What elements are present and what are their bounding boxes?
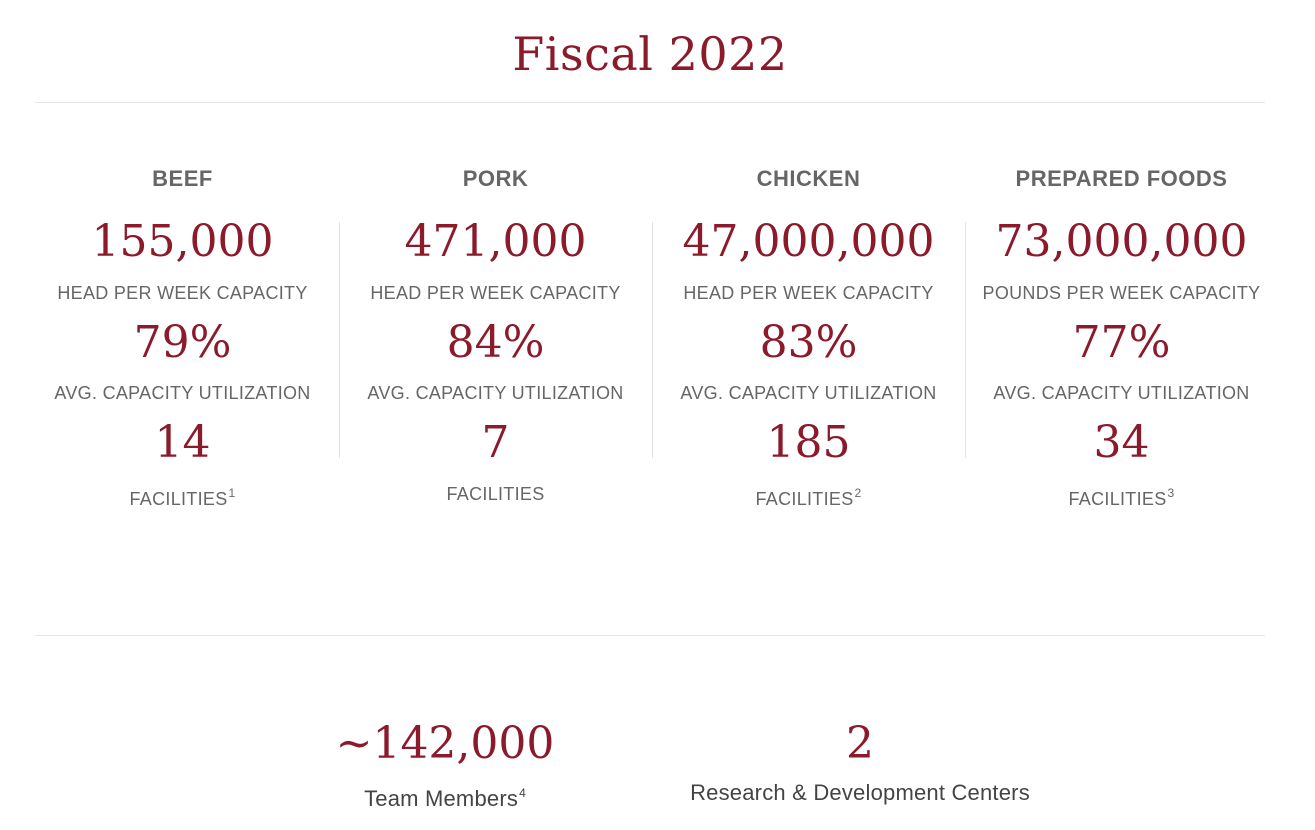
utilization-label: AVG. CAPACITY UTILIZATION: [367, 383, 624, 403]
column-divider: [339, 222, 340, 458]
facilities-value: 7: [481, 417, 510, 468]
capacity-value: 73,000,000: [995, 216, 1248, 267]
facilities-text: FACILITIES: [446, 484, 545, 504]
segment-columns: BEEF 155,000 HEAD PER WEEK CAPACITY 79% …: [26, 160, 1278, 520]
page-title: Fiscal 2022: [512, 27, 788, 81]
segment-chicken: CHICKEN 47,000,000 HEAD PER WEEK CAPACIT…: [652, 160, 965, 520]
footnote-marker: 1: [228, 486, 236, 500]
team-members-text: Team Members: [364, 786, 519, 811]
team-members-stat: ~142,000 Team Members4: [300, 716, 590, 814]
facilities-label: FACILITIES3: [959, 486, 1284, 511]
section-divider: [35, 635, 1265, 636]
capacity-label: POUNDS PER WEEK CAPACITY: [982, 283, 1261, 303]
segment-name: PORK: [462, 166, 529, 191]
facilities-text: FACILITIES: [129, 489, 228, 509]
facilities-value: 14: [154, 417, 211, 468]
segment-name: CHICKEN: [756, 166, 861, 191]
utilization-value: 79%: [133, 317, 232, 368]
rd-centers-label: Research & Development Centers: [690, 780, 1030, 805]
column-divider: [652, 222, 653, 458]
capacity-value: 155,000: [91, 216, 274, 267]
team-members-label: Team Members4: [300, 784, 590, 814]
rd-centers-stat: 2 Research & Development Centers: [660, 716, 1060, 808]
facilities-label: FACILITIES: [333, 482, 658, 506]
capacity-label: HEAD PER WEEK CAPACITY: [370, 283, 621, 303]
footnote-marker: 4: [519, 786, 526, 800]
column-divider: [965, 222, 966, 458]
segment-name: PREPARED FOODS: [1015, 166, 1228, 191]
facilities-label: FACILITIES2: [646, 486, 971, 511]
segment-prepared-foods: PREPARED FOODS 73,000,000 POUNDS PER WEE…: [965, 160, 1278, 520]
utilization-value: 83%: [759, 317, 858, 368]
facilities-text: FACILITIES: [755, 489, 854, 509]
facilities-label: FACILITIES1: [20, 486, 345, 511]
capacity-label: HEAD PER WEEK CAPACITY: [683, 283, 934, 303]
utilization-label: AVG. CAPACITY UTILIZATION: [993, 383, 1250, 403]
facilities-text: FACILITIES: [1068, 489, 1167, 509]
utilization-label: AVG. CAPACITY UTILIZATION: [680, 383, 937, 403]
team-members-value: ~142,000: [335, 718, 555, 769]
utilization-label: AVG. CAPACITY UTILIZATION: [54, 383, 311, 403]
footnote-marker: 2: [854, 486, 862, 500]
utilization-value: 84%: [446, 317, 545, 368]
top-divider: [35, 102, 1265, 103]
segment-name: BEEF: [152, 166, 213, 191]
segment-beef: BEEF 155,000 HEAD PER WEEK CAPACITY 79% …: [26, 160, 339, 520]
facilities-value: 34: [1093, 417, 1150, 468]
rd-centers-value: 2: [846, 718, 874, 769]
capacity-label: HEAD PER WEEK CAPACITY: [57, 283, 308, 303]
segment-pork: PORK 471,000 HEAD PER WEEK CAPACITY 84% …: [339, 160, 652, 520]
footnote-marker: 3: [1167, 486, 1175, 500]
capacity-value: 47,000,000: [682, 216, 935, 267]
facilities-value: 185: [766, 417, 851, 468]
utilization-value: 77%: [1072, 317, 1171, 368]
capacity-value: 471,000: [404, 216, 587, 267]
